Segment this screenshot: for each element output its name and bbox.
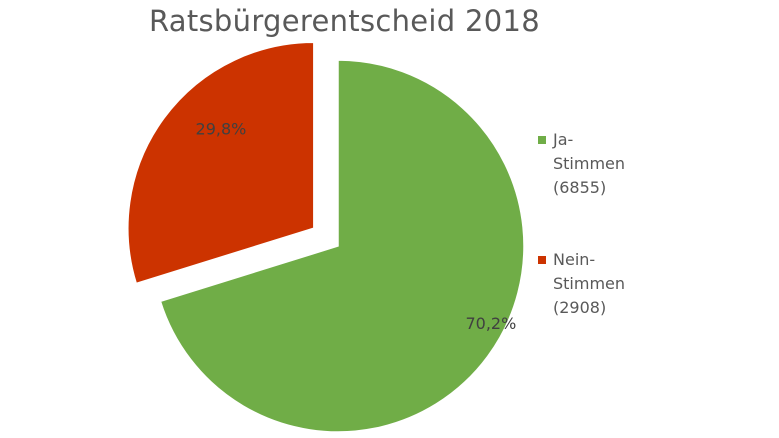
- legend-item-nein-stimmen[interactable]: Nein- Stimmen (2908): [538, 248, 643, 320]
- legend-swatch-ja: [538, 136, 546, 144]
- pie-labels: 70,2% 29,8%: [196, 119, 517, 333]
- pie-slice-0[interactable]: [159, 59, 525, 433]
- legend-label-line: (6855): [553, 178, 607, 197]
- pie-slice-label-1: 29,8%: [196, 119, 247, 138]
- legend: Ja- Stimmen (6855) Nein- Stimmen (2908): [538, 128, 643, 320]
- pie-slices: [127, 41, 525, 433]
- legend-label-line: Stimmen: [553, 274, 626, 293]
- pie-slice-label-0: 70,2%: [465, 314, 516, 333]
- pie-slice-1[interactable]: [127, 41, 315, 285]
- legend-label-line: Nein-: [553, 250, 596, 269]
- legend-swatch-nein: [538, 256, 546, 264]
- legend-item-ja-stimmen[interactable]: Ja- Stimmen (6855): [538, 128, 643, 200]
- legend-label-line: Stimmen: [553, 154, 626, 173]
- chart-title: Ratsbürgerentscheid 2018: [148, 4, 541, 38]
- legend-label-line: Ja-: [553, 130, 574, 149]
- legend-label-line: (2908): [553, 298, 607, 317]
